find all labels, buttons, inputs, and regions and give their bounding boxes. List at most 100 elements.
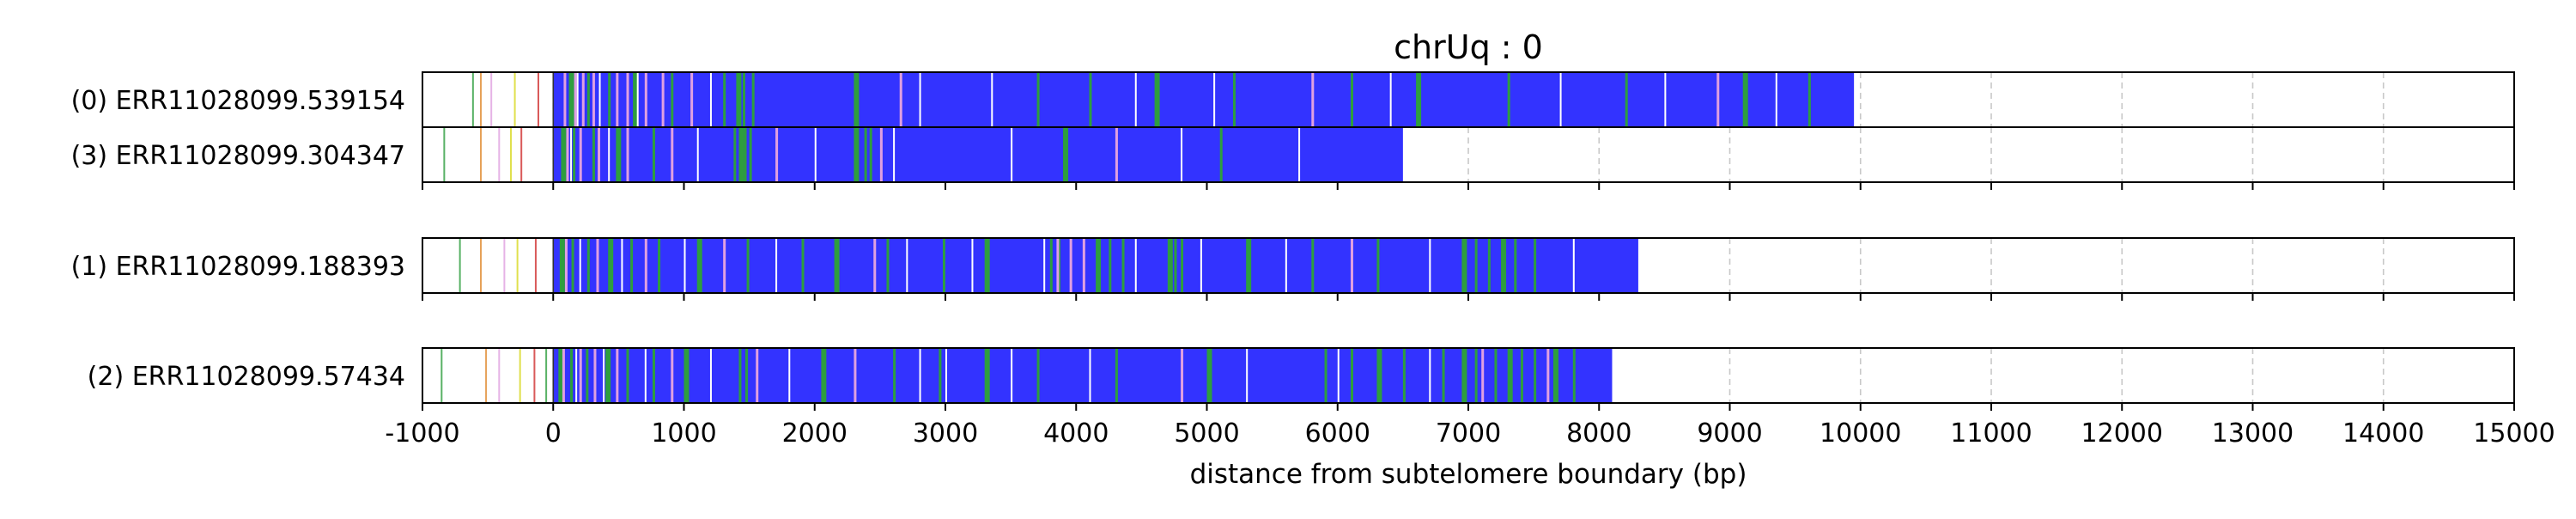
green-variant-mark (671, 72, 674, 127)
gap-mark (576, 72, 579, 127)
gap-mark (1134, 72, 1137, 127)
telomere-bar (553, 72, 1855, 127)
pink-variant-mark (671, 348, 674, 403)
green-variant-mark (939, 348, 942, 403)
pink-variant-mark (581, 72, 585, 127)
pink-variant-mark (1082, 238, 1085, 293)
pink-variant-mark (579, 348, 582, 403)
green-variant-mark (1520, 348, 1523, 403)
green-variant-mark (683, 348, 690, 403)
gap-mark (1246, 348, 1249, 403)
gap-mark (644, 348, 647, 403)
pink-variant-mark (873, 238, 877, 293)
green-variant-mark (608, 72, 611, 127)
green-variant-mark (1376, 348, 1382, 403)
green-variant-mark (1121, 238, 1125, 293)
green-variant-mark (723, 72, 726, 127)
x-tick-label: 5000 (1174, 418, 1239, 449)
green-variant-mark (984, 238, 990, 293)
green-variant-mark (736, 72, 742, 127)
outer-variant-mark (545, 348, 548, 403)
gap-mark (1134, 238, 1137, 293)
green-variant-mark (1246, 238, 1252, 293)
pink-variant-mark (593, 348, 597, 403)
outer-variant-mark (513, 72, 516, 127)
pink-variant-mark (690, 72, 694, 127)
x-tick-label: 13000 (2212, 418, 2293, 449)
green-variant-mark (1036, 348, 1040, 403)
read-label: (1) ERR11028099.188393 (71, 252, 405, 282)
outer-variant-mark (519, 348, 521, 403)
outer-variant-mark (440, 348, 443, 403)
pink-variant-mark (616, 72, 619, 127)
green-variant-mark (1534, 238, 1537, 293)
gap-mark (1429, 348, 1431, 403)
x-tick-label: 3000 (913, 418, 978, 449)
green-variant-mark (1181, 238, 1184, 293)
gap-mark (1298, 127, 1301, 182)
green-variant-mark (1219, 127, 1223, 182)
green-variant-mark (1501, 238, 1507, 293)
outer-variant-mark (479, 127, 482, 182)
green-variant-mark (1115, 348, 1118, 403)
x-tick-label: 10000 (1820, 418, 1901, 449)
green-variant-mark (743, 72, 746, 127)
outer-variant-mark (533, 348, 536, 403)
green-variant-mark (1324, 348, 1327, 403)
green-variant-mark (1442, 348, 1445, 403)
green-variant-mark (1350, 348, 1353, 403)
green-variant-mark (1474, 348, 1478, 403)
gap-mark (636, 72, 639, 127)
green-variant-mark (1232, 72, 1236, 127)
green-variant-mark (1350, 72, 1353, 127)
green-variant-mark (1625, 72, 1628, 127)
green-variant-mark (821, 348, 827, 403)
gap-mark (1559, 72, 1562, 127)
outer-variant-mark (520, 127, 523, 182)
pink-variant-mark (566, 127, 569, 182)
gap-mark (919, 348, 921, 403)
pink-variant-mark (564, 238, 568, 293)
x-tick-label: 4000 (1043, 418, 1109, 449)
green-variant-mark (608, 238, 614, 293)
gap-mark (570, 127, 573, 182)
outer-variant-mark (459, 238, 461, 293)
green-variant-mark (1494, 348, 1498, 403)
green-variant-mark (801, 238, 805, 293)
gap-mark (919, 72, 921, 127)
outer-variant-mark (479, 72, 482, 127)
outer-variant-mark (490, 72, 493, 127)
pink-variant-mark (854, 348, 857, 403)
pink-variant-mark (562, 348, 565, 403)
x-tick-label: 9000 (1697, 418, 1762, 449)
gap-mark (1429, 238, 1431, 293)
pink-variant-mark (574, 72, 577, 127)
pink-variant-mark (1716, 72, 1720, 127)
green-variant-mark (1534, 348, 1537, 403)
green-variant-mark (1376, 238, 1380, 293)
green-variant-mark (1089, 72, 1092, 127)
green-variant-mark (746, 238, 750, 293)
green-variant-mark (738, 127, 744, 182)
outer-variant-mark (485, 348, 488, 403)
pink-variant-mark (879, 127, 883, 182)
x-tick-label: 11000 (1950, 418, 2032, 449)
green-variant-mark (1049, 238, 1053, 293)
gap-mark (608, 127, 611, 182)
x-tick-label: 12000 (2081, 418, 2163, 449)
green-variant-mark (984, 348, 990, 403)
x-tick-label: 6000 (1305, 418, 1370, 449)
green-variant-mark (749, 127, 752, 182)
green-variant-mark (1507, 348, 1513, 403)
green-variant-mark (751, 72, 755, 127)
green-variant-mark (886, 238, 890, 293)
x-tick-label: 14000 (2342, 418, 2424, 449)
green-variant-mark (559, 238, 565, 293)
outer-variant-mark (498, 348, 501, 403)
pink-variant-mark (723, 238, 726, 293)
pink-variant-mark (616, 348, 619, 403)
gap-mark (1389, 72, 1392, 127)
green-variant-mark (1063, 127, 1069, 182)
green-variant-mark (1474, 238, 1478, 293)
read-label: (3) ERR11028099.304347 (71, 141, 405, 171)
